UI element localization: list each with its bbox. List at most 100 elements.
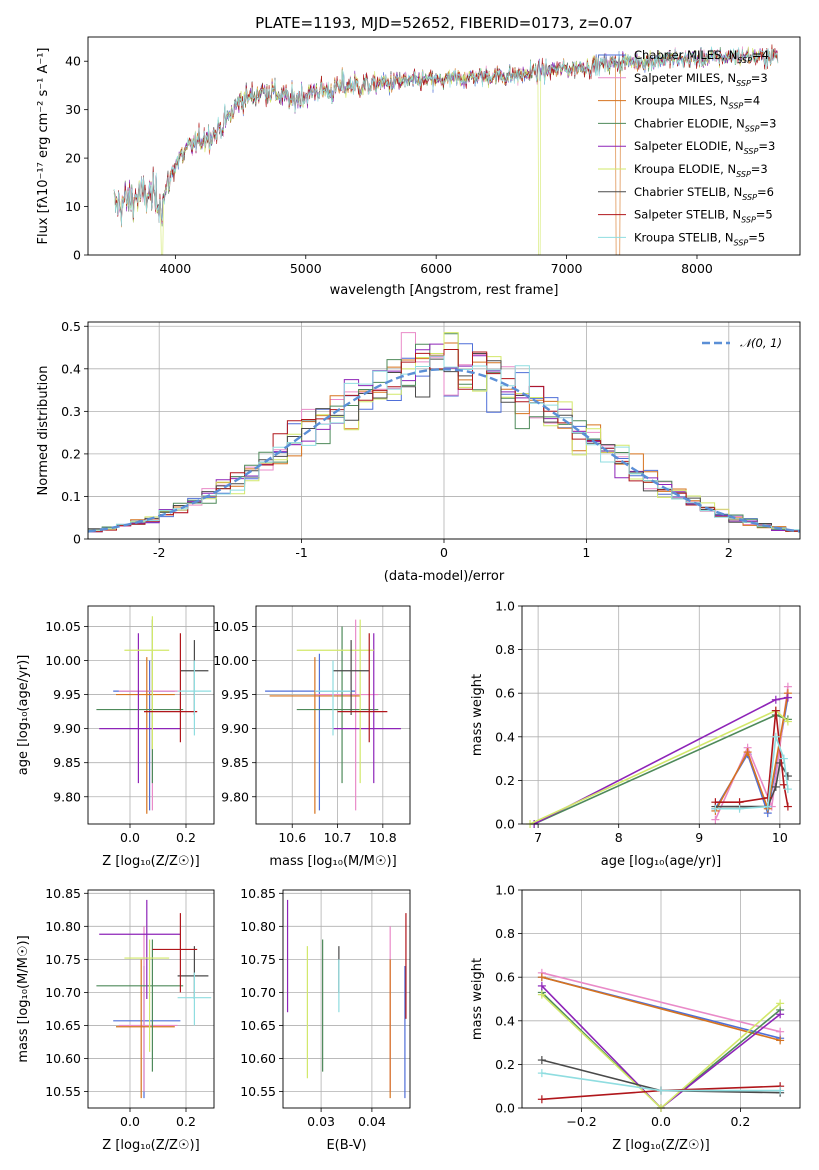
- y-tick-label: 30: [65, 102, 81, 117]
- legend-entry: Salpeter MILES, NSSP=3: [634, 71, 768, 88]
- y-tick-label: 0.2: [61, 446, 81, 461]
- y-tick-label: 9.95: [221, 687, 249, 702]
- legend-suffix: =5: [748, 230, 765, 244]
- y-tick-label: 0.1: [61, 489, 81, 504]
- legend-entry: Kroupa STELIB, NSSP=5: [634, 230, 765, 247]
- x-tick-label: 0.0: [120, 830, 140, 845]
- legend-suffix: =3: [751, 162, 768, 176]
- x-tick-label: 10: [772, 830, 788, 845]
- x-tick-label: -1: [295, 545, 307, 560]
- mass-weight-vs-Z-panel: −0.2 0.0 0.2 0.0 0.2 0.4 0.6 0.8 1.0 Z [log₁₀(Z/Z…: [470, 883, 801, 1153]
- x-tick-label: 0.2: [176, 1114, 196, 1129]
- legend-entry: Kroupa MILES, NSSP=4: [634, 94, 760, 111]
- spectrum-panel: 4000 5000 6000 7000 8000 0 10 20 30 40 PLATE=1193,…: [36, 14, 801, 298]
- x-tick-label: 5000: [290, 261, 322, 276]
- x-tick-label: 2: [725, 545, 733, 560]
- x-tick-label: 10.8: [369, 830, 397, 845]
- legend-text: Chabrier MILES, N: [634, 48, 737, 62]
- y-tick-label: 10.05: [45, 619, 81, 634]
- age-vs-Z-panel: 0.0 0.2 9.80 9.85 9.90 9.95 10.00 10.05 Z [log₁₀…: [16, 605, 215, 869]
- y-tick-label: 9.90: [221, 721, 249, 736]
- legend-text: Kroupa ELODIE, N: [634, 162, 736, 176]
- y-axis-label: age [log₁₀(age/yr)]: [16, 655, 31, 776]
- x-axis-label: wavelength [Angstrom, rest frame]: [330, 283, 559, 298]
- y-tick-label: 0.8: [495, 642, 515, 657]
- weight-line: [541, 991, 781, 1108]
- legend-entry: Salpeter STELIB, NSSP=5: [634, 208, 773, 225]
- legend-entry: Chabrier STELIB, NSSP=6: [634, 185, 774, 202]
- x-axis-label: E(B-V): [326, 1138, 366, 1153]
- x-tick-label: 6000: [420, 261, 452, 276]
- y-tick-label: 10.55: [240, 1084, 276, 1099]
- legend-subscript: SSP: [737, 56, 752, 65]
- y-tick-label: 0.0: [495, 1101, 515, 1116]
- weight-line: [714, 693, 789, 812]
- y-tick-label: 10.60: [240, 1051, 276, 1066]
- legend-text: Kroupa STELIB, N: [634, 230, 734, 244]
- y-tick-label: 10.00: [45, 653, 81, 668]
- y-tick-label: 40: [65, 54, 81, 69]
- x-tick-label: 0.0: [651, 1114, 671, 1129]
- x-tick-label: 10.6: [278, 830, 306, 845]
- axes-frame: [255, 605, 411, 825]
- legend-subscript: SSP: [729, 102, 744, 111]
- y-tick-label: 1.0: [495, 883, 515, 898]
- y-tick-label: 10.55: [45, 1084, 81, 1099]
- weight-line: [541, 972, 781, 1033]
- axes-frame: [87, 321, 801, 540]
- y-axis-label: mass weight: [470, 674, 485, 756]
- y-tick-label: 9.80: [221, 789, 249, 804]
- legend-text: Chabrier STELIB, N: [634, 185, 742, 199]
- x-tick-label: 7000: [551, 261, 583, 276]
- gaussian-curve: [88, 368, 800, 533]
- histogram-step: [88, 343, 800, 531]
- legend-suffix: =4: [743, 94, 760, 108]
- spectrum-title: PLATE=1193, MJD=52652, FIBERID=0173, z=0…: [255, 14, 633, 32]
- legend-subscript: SSP: [734, 238, 749, 247]
- y-tick-label: 9.90: [53, 721, 81, 736]
- legend-subscript: SSP: [742, 193, 757, 202]
- histogram-panel: -2 -1 0 1 2 0 0.1 0.2 0.3 0.4 0.5 𝒩(0, 1) (data-mode…: [36, 319, 801, 584]
- y-tick-label: 0.4: [61, 361, 81, 376]
- x-axis-label: Z [log₁₀(Z/Z☉)]: [612, 1138, 709, 1153]
- x-tick-label: 0.2: [176, 830, 196, 845]
- axes-frame: [87, 889, 215, 1109]
- y-axis-label: mass [log₁₀(M/M☉)]: [16, 935, 31, 1062]
- legend-entry: Kroupa ELODIE, NSSP=3: [634, 162, 768, 179]
- y-tick-label: 9.85: [221, 755, 249, 770]
- axes-frame: [521, 605, 801, 825]
- y-tick-label: 10.80: [240, 919, 276, 934]
- y-tick-label: 10.85: [45, 886, 81, 901]
- legend-suffix: =6: [757, 185, 774, 199]
- mass-weight-vs-age-panel: 7 8 9 10 0.0 0.2 0.4 0.6 0.8 1.0 age [log₁₀(age/yr…: [470, 599, 801, 869]
- x-tick-label: 10.7: [324, 830, 352, 845]
- y-tick-label: 10.00: [213, 653, 249, 668]
- y-tick-label: 0.6: [495, 686, 515, 701]
- spectrum-line: [113, 46, 779, 227]
- legend-text: Chabrier ELODIE, N: [634, 116, 745, 130]
- y-tick-label: 9.80: [53, 789, 81, 804]
- y-tick-label: 10.60: [45, 1051, 81, 1066]
- y-tick-label: 0.4: [495, 1013, 515, 1028]
- y-tick-label: 10.65: [45, 1018, 81, 1033]
- axes-frame: [87, 605, 215, 825]
- y-tick-label: 0.2: [495, 1057, 515, 1072]
- legend-suffix: =3: [751, 71, 768, 85]
- axes-frame: [87, 36, 801, 256]
- axes-frame: [521, 889, 801, 1109]
- y-axis-label: mass weight: [470, 958, 485, 1040]
- weight-line: [541, 994, 781, 1108]
- legend-text: Kroupa MILES, N: [634, 94, 729, 108]
- y-tick-label: 1.0: [495, 599, 515, 614]
- legend-suffix: =4: [752, 48, 769, 62]
- x-tick-label: 7: [534, 830, 542, 845]
- y-tick-label: 0: [73, 532, 81, 547]
- x-axis-label: (data-model)/error: [384, 569, 505, 584]
- x-tick-label: 0: [440, 545, 448, 560]
- y-tick-label: 0: [73, 248, 81, 263]
- legend-subscript: SSP: [744, 147, 759, 156]
- legend-entry: Chabrier MILES, NSSP=4: [634, 48, 769, 65]
- y-axis-label: Normed distribution: [36, 366, 51, 496]
- x-tick-label: -2: [153, 545, 165, 560]
- y-tick-label: 10.75: [240, 952, 276, 967]
